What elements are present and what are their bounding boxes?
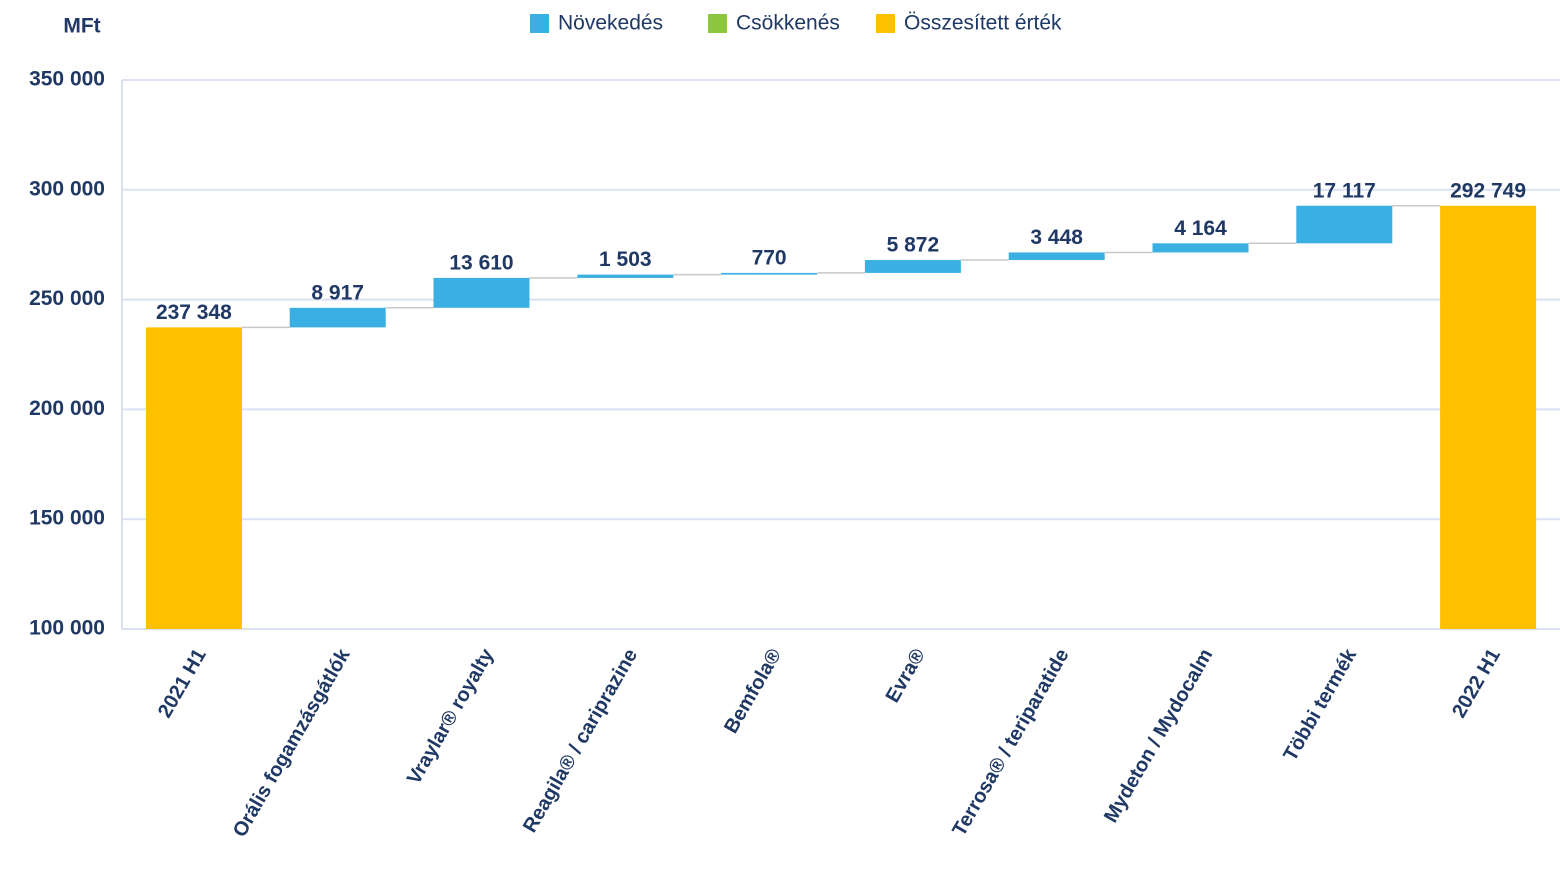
data-label: 770 xyxy=(752,246,787,269)
x-tick-label: 2022 H1 xyxy=(1448,645,1505,721)
y-axis-label: MFt xyxy=(63,15,100,38)
bar xyxy=(1296,205,1393,244)
x-tick-label: Terrosa® / teriparatide xyxy=(948,645,1073,840)
data-label: 1 503 xyxy=(599,248,652,271)
bar xyxy=(289,307,386,328)
data-label: 5 872 xyxy=(887,234,940,257)
bar xyxy=(1152,243,1249,253)
y-tick-label: 250 000 xyxy=(29,287,105,310)
bar xyxy=(1440,205,1537,629)
bar xyxy=(864,260,961,273)
bar xyxy=(721,272,818,275)
data-label: 237 348 xyxy=(156,301,232,324)
y-tick-label: 150 000 xyxy=(29,507,105,530)
bar xyxy=(577,274,674,278)
x-tick-label: Evra® xyxy=(882,645,930,707)
legend-label: Csökkenés xyxy=(736,12,840,35)
x-tick-label: Reagila® / cariprazine xyxy=(519,645,642,836)
y-tick-label: 100 000 xyxy=(29,617,105,640)
x-tick-label: Mydeton / Mydocalm xyxy=(1100,645,1217,826)
data-label: 8 917 xyxy=(311,281,364,304)
data-label: 17 117 xyxy=(1313,179,1376,202)
legend-label: Összesített érték xyxy=(904,12,1062,35)
legend-label: Növekedés xyxy=(558,12,663,35)
legend-swatch xyxy=(530,14,549,33)
data-label: 4 164 xyxy=(1174,217,1227,240)
x-tick-label: Orális fogamzásgátlók xyxy=(229,644,355,841)
x-tick-label: 2021 H1 xyxy=(154,645,211,721)
data-label: 13 610 xyxy=(449,251,513,274)
x-tick-label: Többi termék xyxy=(1279,644,1361,765)
y-tick-label: 350 000 xyxy=(29,68,105,91)
bar xyxy=(1008,252,1105,261)
data-label: 3 448 xyxy=(1030,226,1083,249)
data-label: 292 749 xyxy=(1450,179,1526,202)
y-tick-label: 200 000 xyxy=(29,397,105,420)
bar xyxy=(145,327,242,629)
legend-swatch xyxy=(708,14,727,33)
x-tick-label: Vraylar® royalty xyxy=(403,644,499,788)
x-tick-label: Bemfola® xyxy=(720,645,786,737)
legend-swatch xyxy=(876,14,895,33)
y-tick-label: 300 000 xyxy=(29,177,105,200)
bar xyxy=(433,277,530,308)
